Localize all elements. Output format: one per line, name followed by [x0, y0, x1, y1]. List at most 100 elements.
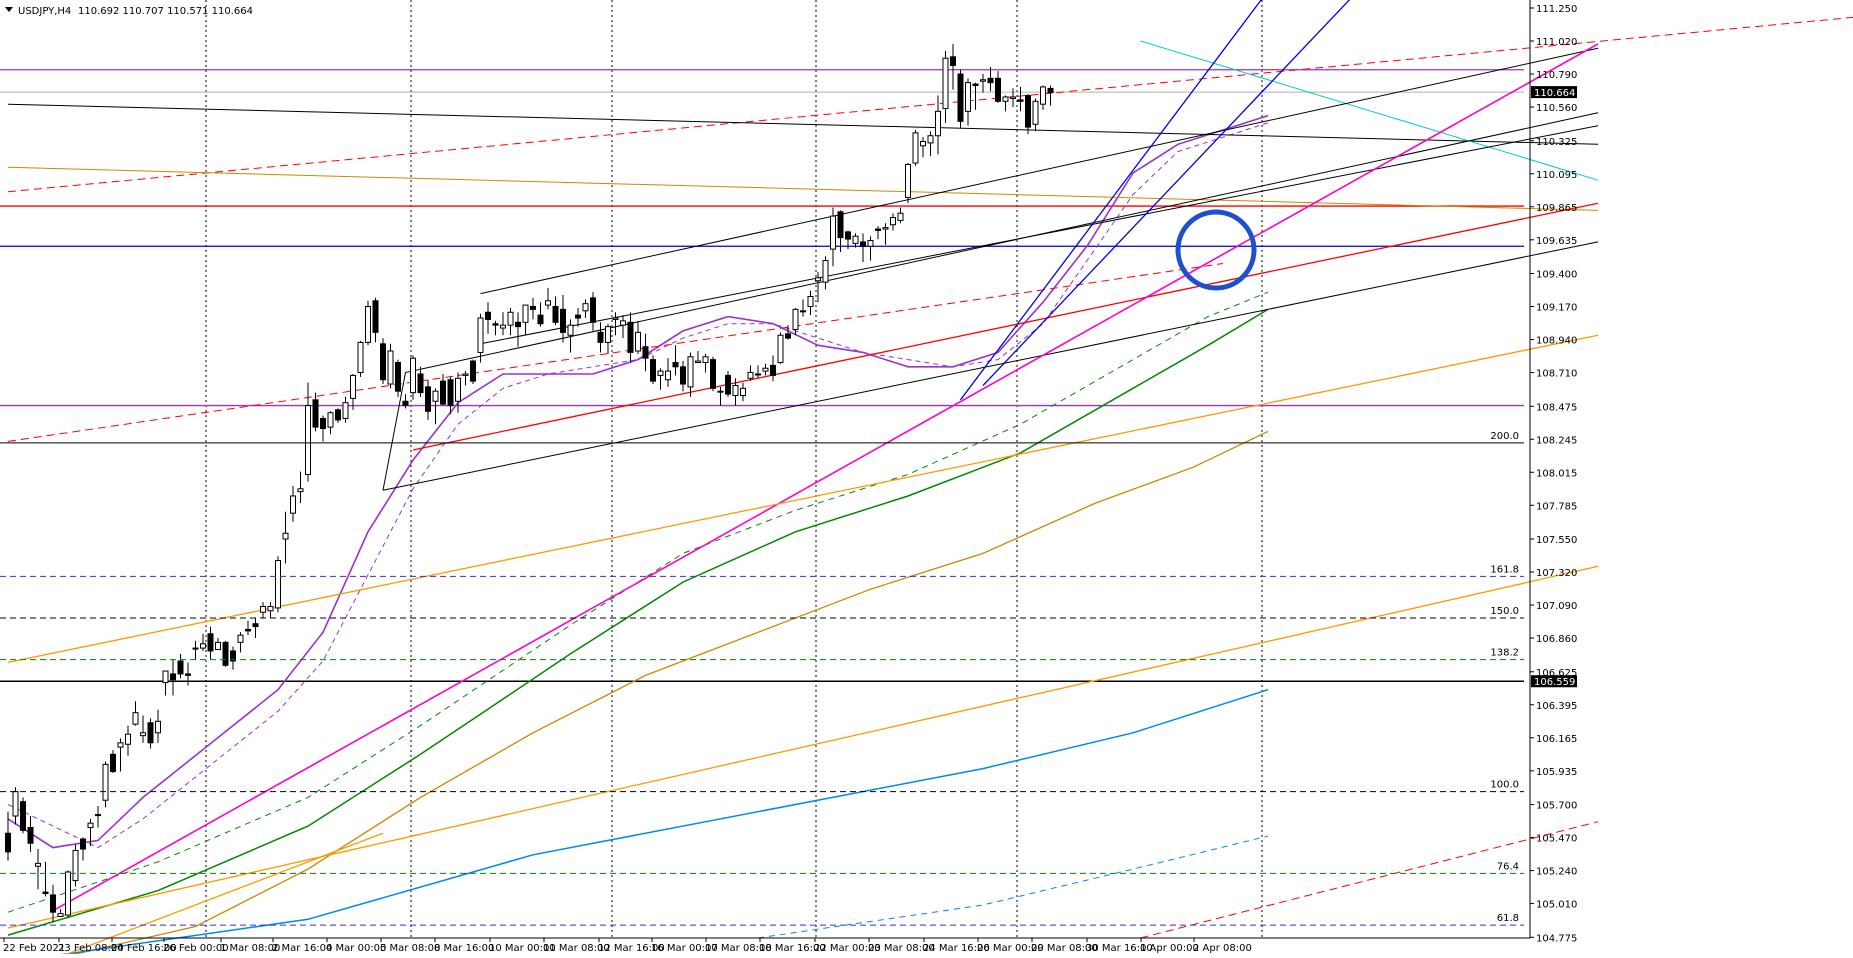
candle: [447, 379, 454, 407]
price-tick-label: 108.475: [1536, 402, 1577, 413]
candle: [35, 862, 41, 867]
candle: [620, 320, 626, 326]
current-price-tag-box: [1531, 86, 1577, 99]
ma-green[interactable]: [7, 308, 1269, 936]
time-tick-label: 22 Mar 00:00: [814, 943, 881, 954]
magenta-trend[interactable]: [52, 43, 1599, 912]
candle: [237, 634, 244, 643]
candle: [327, 412, 334, 428]
price-tick-label: 107.320: [1536, 568, 1577, 579]
time-tick-label: 12 Mar 16:00: [598, 943, 665, 954]
candle: [102, 763, 109, 801]
candle: [275, 560, 281, 609]
cyan-resistance[interactable]: [1140, 40, 1599, 181]
time-tick-label: 1 Apr 00:00: [1140, 943, 1199, 954]
dropdown-arrow-icon[interactable]: [5, 7, 13, 12]
orange-small[interactable]: [8, 832, 384, 958]
candle: [687, 356, 694, 388]
candle: [905, 163, 911, 198]
candle: [710, 359, 716, 389]
channel-lower[interactable]: [382, 241, 1599, 491]
candle: [972, 83, 979, 86]
candle: [162, 670, 169, 684]
ma-ochre[interactable]: [8, 430, 1269, 958]
candle: [882, 227, 889, 230]
candle: [597, 331, 604, 343]
channel-upper[interactable]: [480, 47, 1599, 295]
candle: [185, 673, 191, 676]
candle: [1010, 96, 1016, 99]
candle: [537, 314, 544, 325]
symbol-label: USDJPY,H4: [18, 6, 71, 17]
orange-declining[interactable]: [7, 166, 1599, 211]
candle: [927, 135, 934, 144]
black-declining[interactable]: [7, 103, 1599, 145]
price-axis: 111.250 111.020 110.790 110.560 110.325 110.0…: [1529, 0, 1577, 944]
blue-trend-1[interactable]: [959, 0, 1269, 401]
candle: [110, 753, 116, 773]
fibonacci-levels: 200.0 161.8 150.0 138.2 100.0 76.4 61.8: [0, 431, 1524, 926]
marked-price-tag-label: 106.559: [1534, 677, 1575, 688]
candle: [72, 849, 79, 882]
price-tick-label: 107.090: [1536, 601, 1577, 612]
channel-left-edge[interactable]: [382, 372, 406, 491]
candle: [507, 311, 514, 326]
channel-mid2[interactable]: [480, 125, 1599, 345]
price-tick-label: 108.710: [1536, 369, 1577, 380]
time-tick-label: 29 Mar 08:00: [1031, 943, 1098, 954]
candle: [222, 641, 229, 666]
candle: [830, 215, 836, 250]
ma-blue[interactable]: [8, 688, 1269, 958]
candle: [680, 366, 686, 385]
candle: [762, 367, 769, 372]
candle: [807, 295, 814, 308]
candle: [57, 913, 64, 917]
price-tick-label: 107.785: [1536, 501, 1577, 512]
price-tick-label: 109.635: [1536, 236, 1577, 247]
candle: [455, 377, 461, 402]
red-dash-lower[interactable]: [7, 263, 1224, 442]
candle: [552, 306, 559, 323]
candle: [417, 373, 424, 394]
red-dash-bottom[interactable]: [1140, 821, 1599, 939]
moving-averages: [7, 114, 1269, 958]
candle: [342, 402, 349, 419]
price-tick-label: 104.775: [1536, 933, 1577, 944]
price-tick-label: 107.550: [1536, 535, 1577, 546]
red-channel[interactable]: [412, 202, 1599, 451]
candle: [665, 370, 671, 381]
candle: [50, 894, 56, 913]
trendlines: [7, 0, 1853, 958]
candle: [987, 77, 994, 84]
price-tick-label: 111.020: [1536, 37, 1577, 48]
candle: [695, 360, 701, 363]
candle: [95, 814, 101, 817]
blue-trend-2[interactable]: [982, 0, 1358, 386]
candle: [207, 633, 214, 652]
price-tick-label: 105.010: [1536, 900, 1577, 911]
time-tick-label: 23 Feb 08:00: [58, 943, 124, 954]
marked-price-tag-box: [1531, 675, 1577, 688]
candle: [252, 623, 259, 628]
candle: [395, 361, 401, 392]
ma-green-dash[interactable]: [7, 291, 1269, 913]
ma-blue-dash[interactable]: [757, 835, 1269, 939]
time-tick-label: 23 Mar 08:00: [868, 943, 935, 954]
current-price-tag-label: 110.664: [1534, 88, 1575, 99]
candle: [935, 110, 941, 137]
candle: [897, 212, 904, 221]
candle: [980, 79, 986, 82]
ma-purple[interactable]: [7, 114, 1269, 849]
fib-label: 76.4: [1497, 861, 1519, 872]
candle: [372, 300, 379, 333]
price-tick-label: 106.395: [1536, 701, 1577, 712]
orange-lower[interactable]: [7, 565, 1599, 929]
price-tick-label: 110.790: [1536, 70, 1577, 81]
candle: [125, 733, 131, 745]
price-tick-label: 109.400: [1536, 270, 1577, 281]
candle: [957, 73, 964, 122]
time-tick-label: 24 Feb 16:00: [111, 943, 177, 954]
candle: [140, 732, 146, 737]
